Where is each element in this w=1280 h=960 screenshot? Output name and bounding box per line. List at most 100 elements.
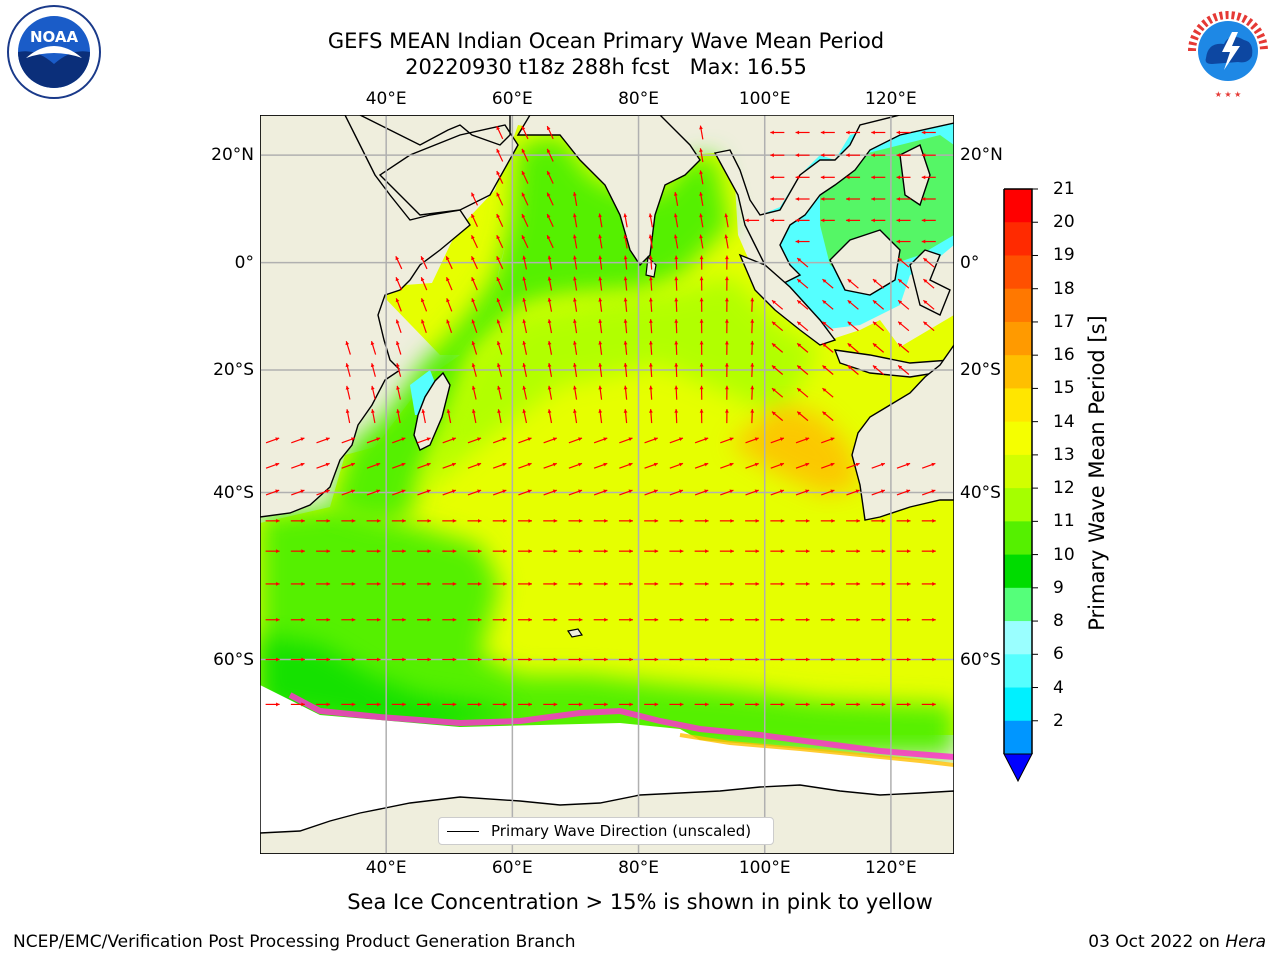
wave-direction-arrow [724, 385, 729, 400]
wave-direction-arrow [674, 297, 679, 312]
wave-direction-arrow [598, 340, 603, 355]
wave-direction-arrow [395, 276, 403, 291]
wave-direction-arrow [522, 363, 528, 377]
wave-direction-arrow [871, 175, 886, 180]
wave-direction-arrow [568, 549, 583, 554]
wave-direction-arrow [719, 657, 734, 662]
wave-direction-arrow [674, 385, 679, 400]
wave-direction-arrow [420, 255, 428, 270]
wave-direction-arrow [522, 319, 528, 334]
wave-direction-arrow [694, 518, 709, 523]
wave-direction-arrow [750, 362, 755, 378]
wave-direction-arrow [366, 549, 381, 554]
wave-direction-arrow [521, 192, 529, 206]
wave-direction-arrow [568, 518, 583, 523]
wave-direction-arrow [442, 617, 457, 622]
wave-direction-arrow [598, 276, 603, 291]
wave-direction-arrow [745, 462, 759, 469]
lat-tick-label-right: 20°S [960, 360, 1001, 380]
wave-direction-arrow [796, 278, 809, 289]
wave-direction-arrow [719, 702, 734, 707]
wave-direction-arrow [417, 462, 431, 469]
wave-direction-arrow [546, 148, 554, 162]
wave-direction-arrow [568, 657, 583, 662]
wave-direction-arrow [644, 702, 659, 707]
wave-direction-arrow [547, 276, 553, 291]
wave-direction-arrow [445, 276, 453, 291]
wave-direction-arrow [543, 489, 558, 496]
wave-direction-arrow [644, 582, 659, 586]
wave-direction-arrow [846, 175, 861, 180]
wave-direction-arrow [522, 297, 528, 312]
sulawesi-landmass [899, 144, 951, 316]
wave-direction-arrow [648, 276, 653, 291]
wave-direction-arrow [921, 197, 936, 201]
lat-tick-label-right: 0° [960, 252, 980, 273]
wave-direction-arrow [846, 702, 861, 707]
wave-direction-arrow [669, 549, 684, 554]
wave-direction-arrow [290, 617, 305, 622]
wave-direction-arrow [547, 363, 553, 377]
wave-direction-arrow [724, 319, 729, 334]
wave-direction-arrow [265, 489, 280, 496]
wave-direction-arrow [896, 153, 911, 158]
wave-direction-arrow [821, 462, 835, 469]
wave-direction-arrow [923, 278, 935, 289]
colorbar-tick-label: 14 [1053, 411, 1075, 432]
wave-direction-arrow [820, 549, 835, 554]
wave-direction-arrow [471, 213, 479, 227]
wave-direction-arrow [568, 702, 583, 707]
wave-direction-arrow [669, 518, 684, 523]
wave-direction-arrow [467, 549, 482, 554]
wave-direction-arrow [673, 213, 679, 228]
wave-direction-arrow [897, 299, 910, 310]
wave-direction-arrow [846, 657, 861, 662]
wave-direction-arrow [796, 365, 809, 375]
wave-direction-arrow [770, 657, 785, 662]
wave-direction-arrow [417, 582, 432, 586]
wave-direction-arrow [593, 702, 608, 707]
wave-direction-arrow [822, 299, 834, 310]
wave-direction-arrow [573, 340, 578, 355]
wave-direction-arrow [724, 255, 729, 270]
wave-direction-arrow [847, 278, 859, 289]
wave-direction-arrow [366, 437, 381, 444]
australia-landmass [851, 343, 954, 521]
wave-direction-arrow [341, 617, 356, 622]
wave-direction-arrow [366, 518, 381, 523]
colorbar-segment [1004, 222, 1032, 256]
wave-direction-arrow [820, 518, 835, 523]
wave-direction-arrow [770, 582, 785, 586]
arabia-landmass [359, 115, 519, 216]
wave-direction-arrow [290, 657, 305, 662]
wave-direction-arrow [316, 582, 331, 586]
wave-direction-arrow [395, 255, 403, 270]
wave-direction-arrow [820, 175, 835, 180]
wave-direction-arrow [648, 385, 653, 400]
wave-direction-arrow [771, 321, 784, 332]
lat-tick-label-left: 40°S [213, 482, 254, 503]
wave-direction-arrow [446, 319, 453, 333]
wave-direction-arrow [897, 365, 910, 375]
wave-direction-arrow [492, 657, 507, 662]
wave-direction-arrow [265, 549, 280, 554]
wave-direction-arrow [316, 462, 330, 469]
wave-direction-arrow [471, 409, 477, 424]
wave-direction-arrow [871, 218, 886, 223]
wave-direction-arrow [492, 549, 507, 554]
wave-direction-arrow [370, 341, 377, 355]
wave-direction-arrow [345, 385, 351, 400]
wave-direction-arrow [719, 582, 734, 586]
wave-direction-arrow [316, 617, 331, 622]
wave-direction-arrow [822, 278, 834, 289]
wave-direction-arrow [467, 489, 482, 496]
colorbar-tick-label: 4 [1053, 677, 1064, 698]
lat-tick-label-left: 20°S [213, 360, 254, 380]
wave-direction-arrow [593, 549, 608, 554]
colorbar-tick-label: 13 [1053, 444, 1075, 465]
wave-direction-arrow [724, 276, 729, 291]
wave-direction-arrow [392, 437, 406, 444]
wave-direction-arrow [644, 437, 658, 444]
wave-direction-arrow [770, 175, 785, 180]
wave-direction-arrow [750, 319, 755, 334]
